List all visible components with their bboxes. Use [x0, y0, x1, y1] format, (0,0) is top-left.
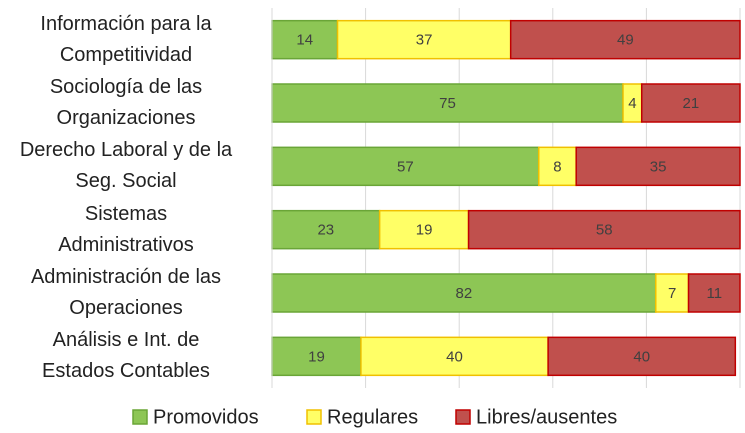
category-label: Información para la Competitividad	[40, 12, 212, 66]
data-label: 19	[308, 348, 325, 365]
data-label: 14	[296, 32, 313, 49]
category-label: Sistemas Administrativos	[58, 202, 194, 256]
category-label: Administración de las Operaciones	[30, 266, 222, 319]
data-label: 58	[596, 222, 613, 239]
legend-swatch	[455, 409, 471, 425]
bar-segment	[360, 336, 549, 377]
data-label: 19	[416, 222, 433, 239]
legend-label: Libres/ausentes	[476, 406, 617, 428]
data-label: 75	[439, 95, 456, 112]
data-label: 7	[668, 285, 676, 302]
data-label: 37	[416, 32, 433, 49]
bar-segment	[640, 83, 741, 123]
bar-segment	[547, 336, 737, 377]
bar-segment	[271, 146, 540, 187]
bar-segment	[378, 209, 470, 250]
legend-swatch	[132, 409, 148, 425]
data-label: 4	[628, 95, 636, 112]
bar-segment	[271, 273, 657, 313]
bar-segment	[687, 273, 741, 313]
legend-label: Promovidos	[153, 406, 259, 428]
bar-segment	[271, 19, 339, 60]
bar-segment	[538, 146, 577, 187]
bar-segment	[271, 83, 624, 123]
data-label: 21	[683, 95, 700, 112]
data-label: 82	[456, 285, 473, 302]
legend-swatch	[306, 409, 322, 425]
bar-segment	[271, 209, 381, 250]
bar-segment	[467, 209, 741, 250]
bar-segment	[271, 336, 362, 377]
bar-segment	[509, 19, 741, 60]
bar-segment	[575, 146, 741, 187]
data-label: 40	[446, 348, 463, 365]
data-label: 11	[706, 285, 722, 302]
bar-segment	[336, 19, 512, 60]
data-label: 49	[617, 32, 634, 49]
legend-label: Regulares	[327, 406, 418, 428]
category-label: Análisis e Int. de Estados Contables	[42, 329, 210, 383]
data-label: 57	[397, 158, 414, 175]
data-label: 8	[553, 158, 561, 175]
category-label: Sociología de las Organizaciones	[49, 76, 203, 129]
data-label: 35	[650, 158, 667, 175]
category-label: Derecho Laboral y de la Seg. Social	[19, 139, 233, 193]
data-label: 23	[317, 222, 334, 239]
data-label: 40	[633, 348, 650, 365]
